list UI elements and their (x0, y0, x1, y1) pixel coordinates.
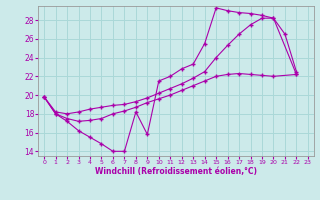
X-axis label: Windchill (Refroidissement éolien,°C): Windchill (Refroidissement éolien,°C) (95, 167, 257, 176)
